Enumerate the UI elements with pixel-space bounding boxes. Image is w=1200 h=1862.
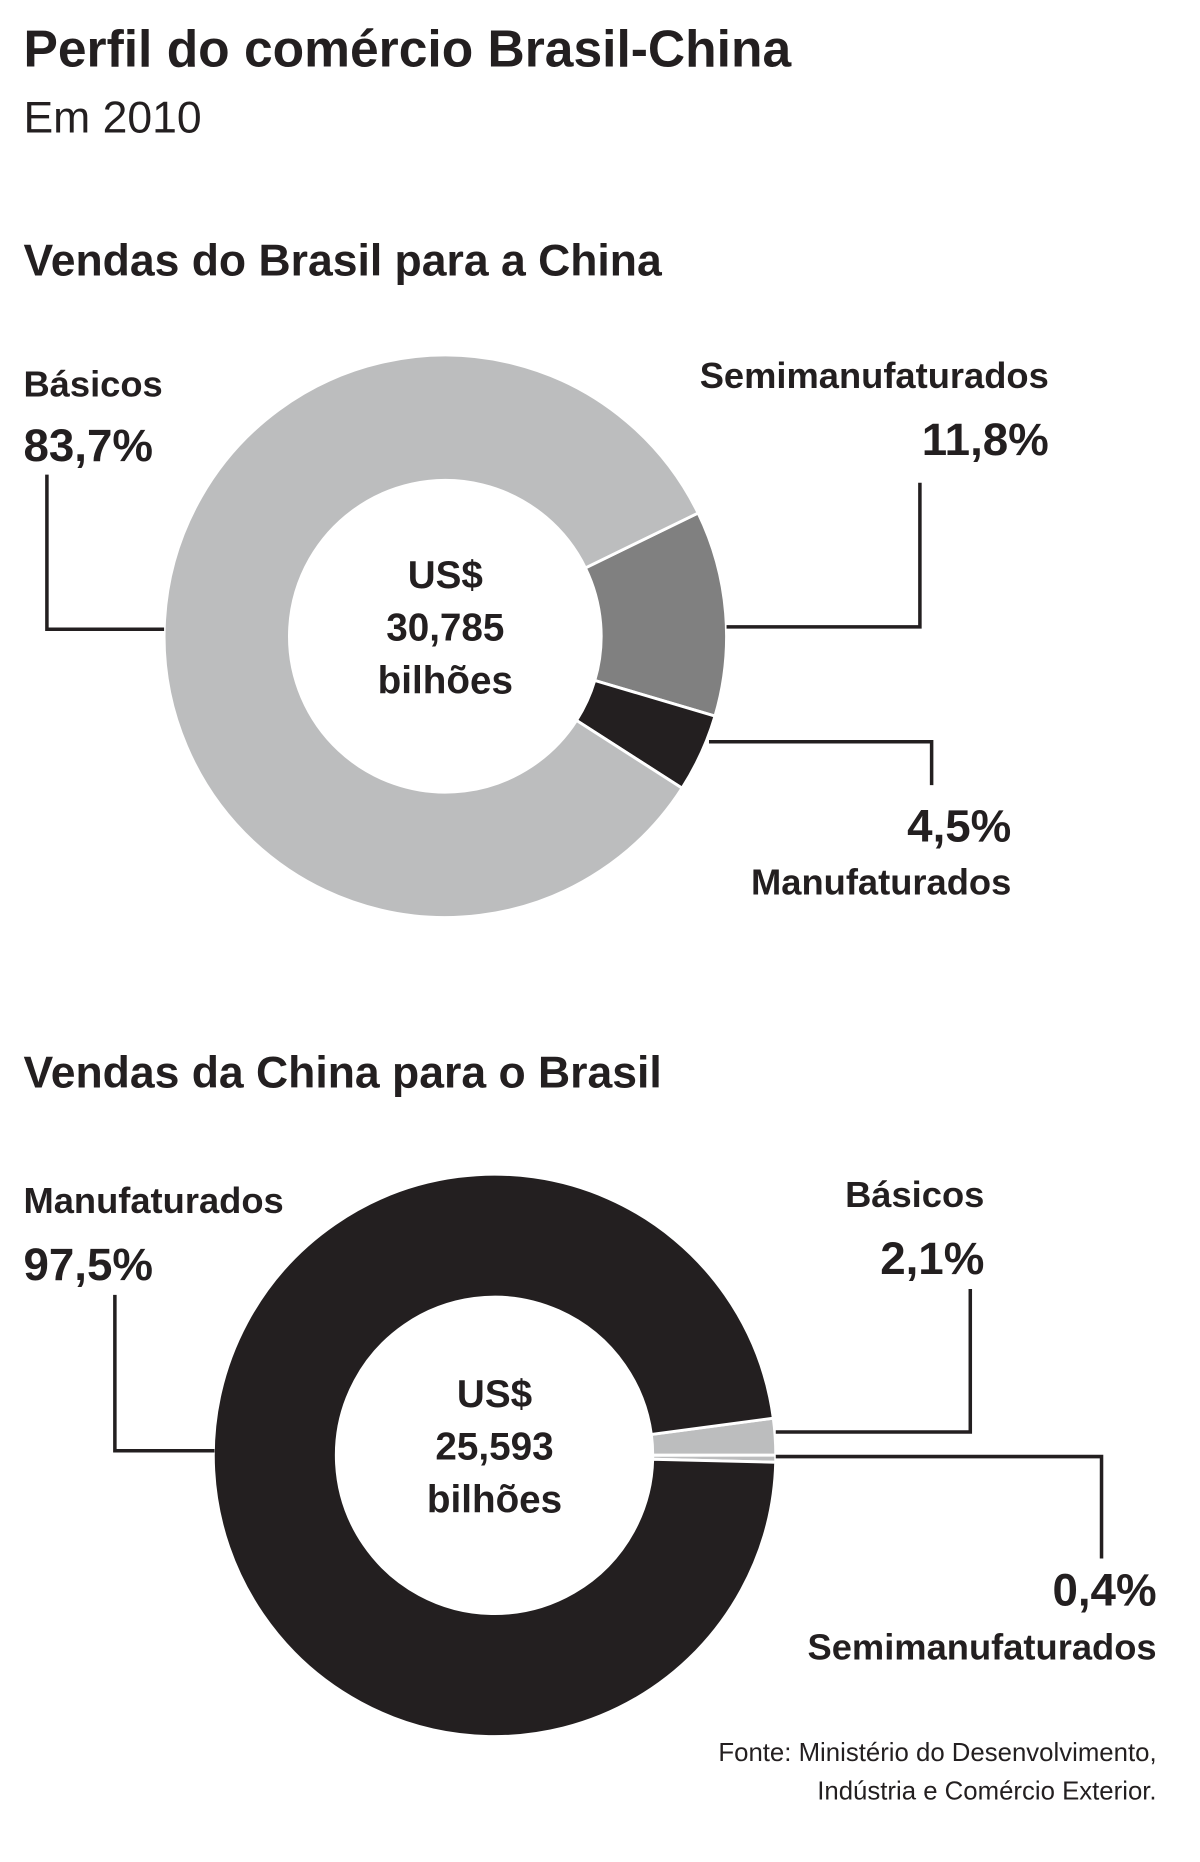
value-label: 11,8%	[922, 414, 1049, 465]
value-label: 83,7%	[23, 420, 153, 471]
leader-line	[726, 482, 922, 629]
category-label: Básicos	[23, 363, 162, 404]
source: Fonte: Ministério do Desenvolvimento,	[718, 1739, 1156, 1767]
value-label: 0,4%	[1052, 1565, 1156, 1616]
donut-segment	[211, 1172, 778, 1739]
leader-line	[708, 739, 934, 786]
page-subtitle: Em 2010	[23, 93, 201, 142]
category-label: Semimanufaturados	[808, 1626, 1157, 1667]
center-label: US$	[408, 554, 483, 597]
category-label: Básicos	[845, 1174, 984, 1215]
donut-segment	[162, 353, 701, 919]
value-label: 2,1%	[880, 1233, 984, 1284]
category-label: Manufaturados	[751, 861, 1011, 902]
center-label: bilhões	[427, 1478, 562, 1521]
chart-title: Vendas do Brasil para a China	[23, 236, 663, 285]
center-label: 30,785	[386, 607, 504, 650]
chart-title: Vendas da China para o Brasil	[23, 1048, 661, 1097]
leader-line	[775, 1454, 1104, 1559]
leader-line	[45, 474, 165, 632]
center-label: US$	[457, 1373, 532, 1416]
leader-line	[775, 1288, 973, 1434]
category-label: Manufaturados	[23, 1180, 283, 1221]
page-title: Perfil do comércio Brasil-China	[23, 19, 791, 77]
center-label: bilhões	[378, 659, 513, 702]
source: Indústria e Comércio Exterior.	[817, 1778, 1156, 1806]
value-label: 4,5%	[907, 801, 1011, 852]
value-label: 97,5%	[23, 1239, 153, 1290]
category-label: Semimanufaturados	[700, 355, 1049, 396]
center-label: 25,593	[435, 1426, 553, 1469]
leader-line	[113, 1294, 215, 1453]
